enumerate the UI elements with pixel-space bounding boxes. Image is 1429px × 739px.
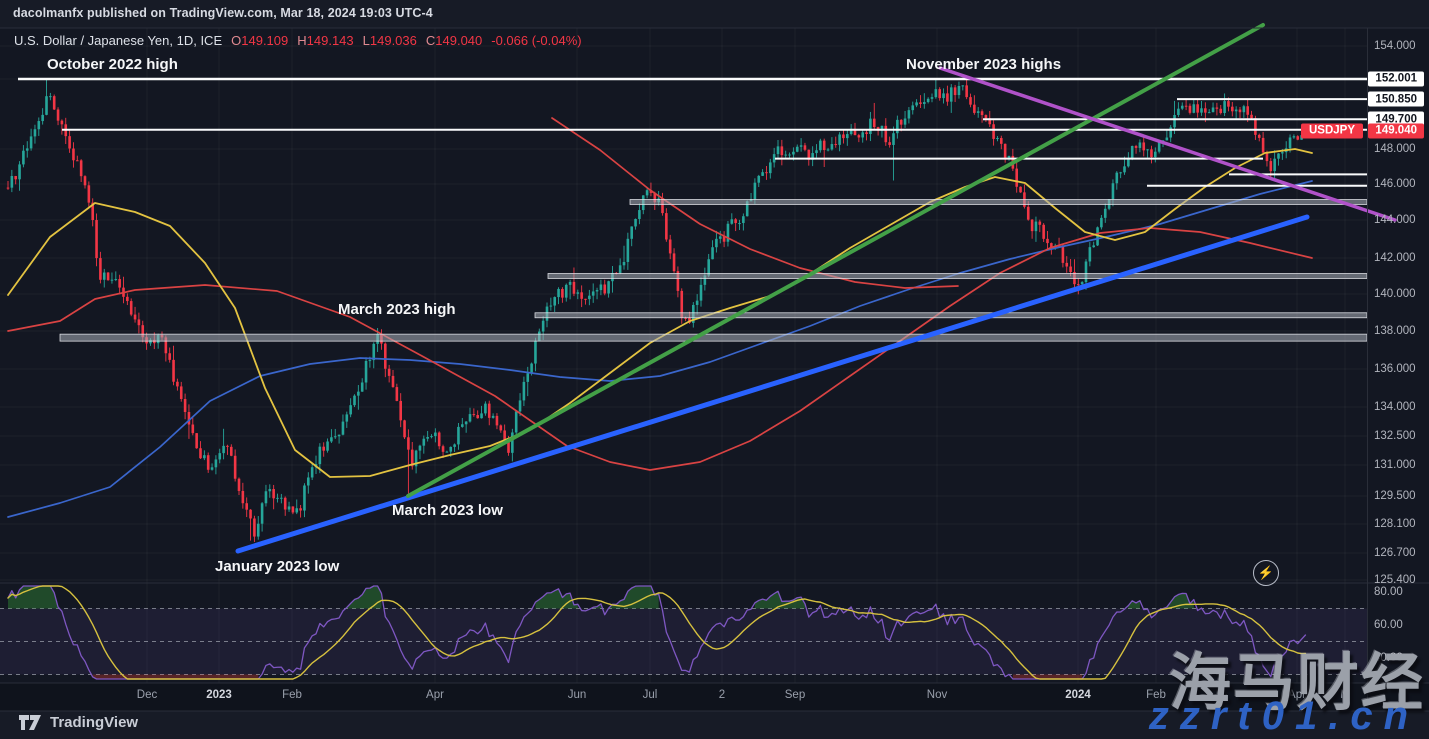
level-price-badge: 149.700 (1368, 111, 1424, 127)
ohlc-low: L149.036 (362, 33, 417, 48)
flash-icon[interactable]: ⚡ (1253, 560, 1279, 586)
time-tick: Apr (426, 689, 444, 701)
ohlc-open: O149.109 (231, 33, 289, 48)
time-tick: Nov (926, 689, 948, 701)
price-tick: 144.000 (1374, 214, 1416, 226)
price-tick: 146.000 (1374, 178, 1416, 190)
price-tick: 154.000 (1374, 40, 1416, 52)
indicator-tick: 80.00 (1374, 586, 1403, 598)
time-tick: 2 (718, 689, 726, 701)
chart-annotation-2: March 2023 high (338, 301, 456, 318)
price-tick: 138.000 (1374, 325, 1416, 337)
level-price-badge: 152.001 (1368, 71, 1424, 87)
time-tick: Sep (784, 689, 806, 701)
chart-annotation-3: March 2023 low (392, 502, 503, 519)
symbol-tag: USDJPY (1300, 123, 1363, 139)
chart-annotation-0: October 2022 high (47, 56, 178, 73)
watermark-url: zzrt01.cn (1148, 694, 1419, 738)
time-tick: M (1340, 689, 1350, 701)
symbol-legend: U.S. Dollar / Japanese Yen, 1D, ICE O149… (14, 33, 582, 48)
time-tick: Apr (1288, 689, 1306, 701)
time-tick: Jul (642, 689, 658, 701)
ohlc-high: H149.143 (297, 33, 354, 48)
time-tick: Feb (1146, 689, 1166, 701)
price-tick: 131.000 (1374, 459, 1416, 471)
ohlc-close: C149.040 (425, 33, 483, 48)
last-price-badge: 149.040 (1368, 123, 1424, 139)
time-tick: Feb (282, 689, 302, 701)
price-tick: 128.100 (1374, 518, 1416, 530)
price-tick: 134.000 (1374, 401, 1416, 413)
symbol-title: U.S. Dollar / Japanese Yen, 1D, ICE (14, 33, 223, 48)
time-tick: Jun (567, 689, 587, 701)
price-tick: 129.500 (1374, 490, 1416, 502)
price-tick: 142.000 (1374, 252, 1416, 264)
attribution-text: dacolmanfx published on TradingView.com,… (13, 6, 433, 20)
tradingview-logo-icon (19, 715, 41, 730)
indicator-tick: 60.00 (1374, 619, 1403, 631)
time-tick: 2024 (1065, 689, 1091, 701)
chart-annotation-1: November 2023 highs (906, 56, 1062, 73)
price-tick: 125.400 (1374, 574, 1416, 586)
price-tick: 140.000 (1374, 288, 1416, 300)
tradingview-brand[interactable]: TradingView (18, 714, 138, 731)
watermark-cjk: 海马财经 (1168, 649, 1425, 718)
price-tick: 136.000 (1374, 363, 1416, 375)
level-price-badge: 150.850 (1368, 91, 1424, 107)
chart-annotation-4: January 2023 low (215, 558, 340, 575)
price-tick: 126.700 (1374, 547, 1416, 559)
price-change: -0.066 (-0.04%) (491, 33, 582, 48)
time-tick: Dec (136, 689, 158, 701)
indicator-tick: 40.00 (1374, 652, 1403, 664)
price-tick: 148.000 (1374, 143, 1416, 155)
time-tick: 2023 (206, 689, 232, 701)
price-tick: 132.500 (1374, 430, 1416, 442)
